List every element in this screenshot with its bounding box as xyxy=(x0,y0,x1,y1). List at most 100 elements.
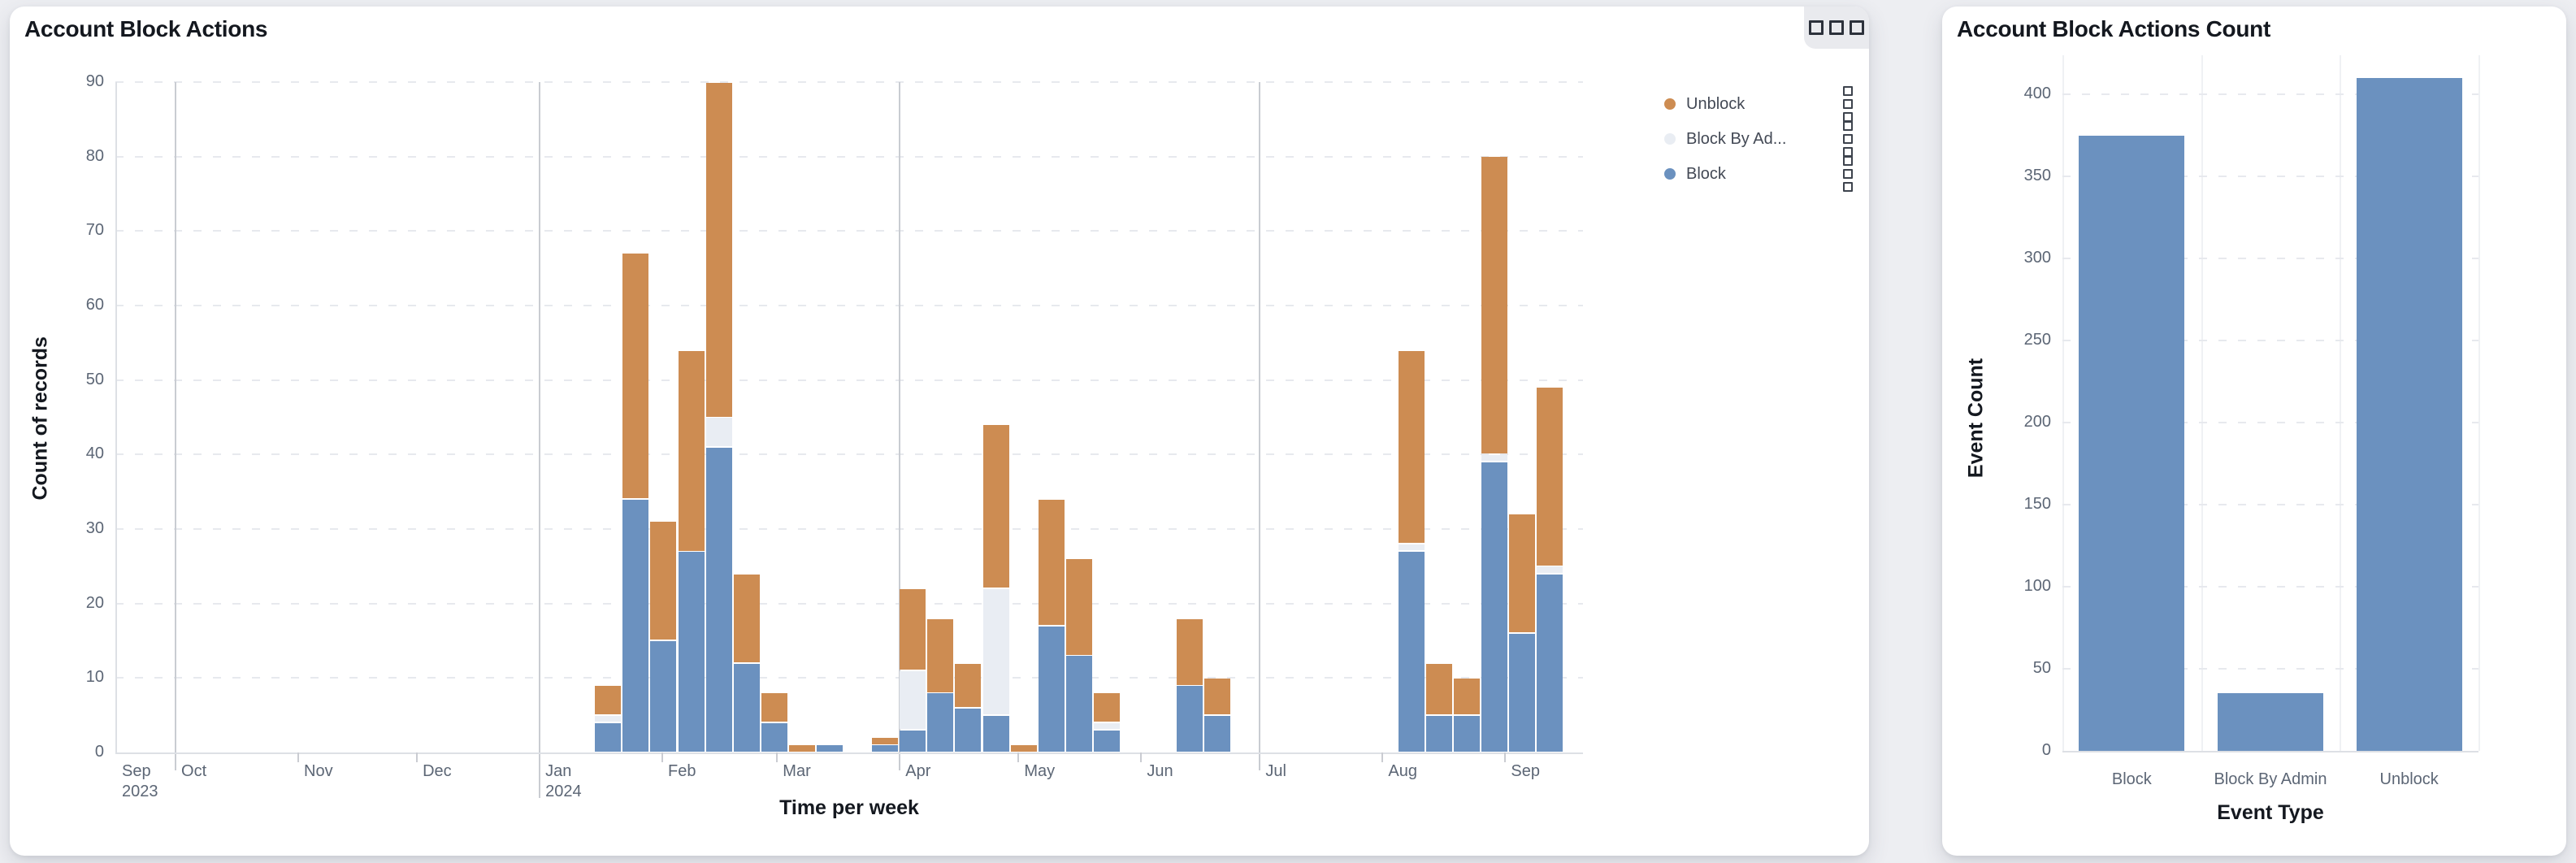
bar-segment-block[interactable] xyxy=(955,708,982,752)
bar-segment-unblock[interactable] xyxy=(1038,499,1065,626)
legend-options-icon[interactable] xyxy=(1841,119,1854,158)
bar-segment-unblock[interactable] xyxy=(761,693,787,722)
bar-segment-block[interactable] xyxy=(1425,715,1452,752)
x-axis-tick-label: Aug xyxy=(1388,762,1417,780)
grid-line-horizontal xyxy=(115,230,1583,232)
bar-segment-block[interactable] xyxy=(1177,686,1203,752)
bar-segment-unblock[interactable] xyxy=(705,82,732,417)
bar-segment-block[interactable] xyxy=(733,663,760,752)
bar-segment-unblock[interactable] xyxy=(900,588,926,670)
bar-segment-block[interactable] xyxy=(1509,633,1536,752)
bar-segment-unblock[interactable] xyxy=(1093,693,1120,722)
y-axis-tick-label: 400 xyxy=(2023,85,2051,102)
panel-menu-button[interactable] xyxy=(1804,7,1869,49)
x-axis-tick-label: Apr xyxy=(905,762,931,780)
bar-segment-block[interactable] xyxy=(1065,656,1092,752)
bar-segment-unblock[interactable] xyxy=(1398,350,1425,544)
bar-segment-unblock[interactable] xyxy=(1177,618,1203,685)
grid-line-horizontal xyxy=(115,528,1583,530)
legend-item-block[interactable]: Block xyxy=(1664,154,1854,193)
bar-segment-block[interactable] xyxy=(1454,715,1481,752)
grid-line-horizontal xyxy=(2062,93,2478,95)
grid-line-horizontal xyxy=(2062,668,2478,670)
bar-segment-block[interactable] xyxy=(1093,731,1120,752)
bar-segment-admin[interactable] xyxy=(900,670,926,730)
bar-segment-unblock[interactable] xyxy=(733,574,760,662)
bar-segment-unblock[interactable] xyxy=(678,350,705,551)
bar-segment-block[interactable] xyxy=(900,731,926,752)
bar-segment-unblock[interactable] xyxy=(982,425,1009,588)
bar-segment-block[interactable] xyxy=(622,499,649,752)
y-axis-tick-label: 100 xyxy=(2023,577,2051,595)
bar-segment-unblock[interactable] xyxy=(650,522,677,640)
three-squares-menu-icon xyxy=(1829,20,1844,35)
month-tick-mark xyxy=(1504,752,1507,762)
bar-segment-block[interactable] xyxy=(927,693,954,752)
x-axis-tick-label: Block xyxy=(2111,770,2152,788)
bar-segment-unblock[interactable] xyxy=(595,686,622,715)
month-tick-mark xyxy=(776,752,778,762)
x-axis-year-label: 2023 xyxy=(122,783,158,800)
bar-segment-unblock[interactable] xyxy=(1454,678,1481,715)
bar-segment-block[interactable] xyxy=(595,722,622,752)
y-axis-title: Count of records xyxy=(28,336,52,501)
bar-segment-block[interactable] xyxy=(1398,552,1425,752)
bar-segment-admin[interactable] xyxy=(705,418,732,447)
bar-segment-block[interactable] xyxy=(1038,626,1065,752)
legend-options-icon[interactable] xyxy=(1841,154,1854,193)
month-tick-mark xyxy=(661,752,664,762)
bar-segment-unblock[interactable] xyxy=(872,738,899,744)
legend-swatch xyxy=(1664,98,1676,110)
bar-segment-block[interactable] xyxy=(1537,574,1563,752)
y-axis-tick-label: 70 xyxy=(85,221,104,240)
bar-segment-unblock[interactable] xyxy=(622,254,649,499)
bar-segment-unblock[interactable] xyxy=(1065,559,1092,655)
three-squares-menu-icon xyxy=(1809,20,1824,35)
y-axis-tick-label: 0 xyxy=(2041,741,2051,759)
grid-line-horizontal xyxy=(2062,422,2478,423)
bar-segment-block[interactable] xyxy=(761,722,787,752)
x-axis-title: Event Type xyxy=(2217,801,2324,824)
bar-segment-unblock[interactable] xyxy=(955,663,982,707)
bar-segment-block[interactable] xyxy=(1481,462,1508,752)
bar-block[interactable] xyxy=(2079,135,2185,751)
bar-segment-unblock[interactable] xyxy=(1509,514,1536,633)
bar-segment-block[interactable] xyxy=(982,715,1009,752)
bar-segment-unblock[interactable] xyxy=(1481,157,1508,454)
bar-segment-admin[interactable] xyxy=(1398,544,1425,551)
grid-line-vertical xyxy=(2478,55,2480,751)
bar-unblock[interactable] xyxy=(2356,77,2462,751)
bar-segment-unblock[interactable] xyxy=(788,745,815,752)
bar-segment-unblock[interactable] xyxy=(1425,663,1452,715)
bar-block-by-admin[interactable] xyxy=(2218,693,2323,751)
x-axis-line xyxy=(115,752,1583,754)
bar-segment-block[interactable] xyxy=(678,552,705,752)
legend-item-block-by-admin[interactable]: Block By Ad... xyxy=(1664,119,1854,158)
legend-label: Block By Ad... xyxy=(1686,129,1787,148)
bar-segment-admin[interactable] xyxy=(1093,722,1120,730)
weekly-stacked-bar-chart: 0 10 20 30 40 50 60 70 80 90 Sep 2023 Oct Nov Dec Jan 20… xyxy=(10,7,1869,856)
bar-segment-block[interactable] xyxy=(872,745,899,752)
bar-segment-admin[interactable] xyxy=(1481,454,1508,462)
x-axis-tick-label: Mar xyxy=(783,762,811,780)
bar-segment-admin[interactable] xyxy=(595,715,622,722)
legend-options-icon[interactable] xyxy=(1841,85,1854,124)
y-axis-tick-label: 350 xyxy=(2023,167,2051,184)
bar-segment-unblock[interactable] xyxy=(1010,745,1037,752)
bar-segment-unblock[interactable] xyxy=(1537,388,1563,566)
month-tick-mark xyxy=(1140,752,1143,762)
x-axis-tick-label: Feb xyxy=(668,762,696,780)
legend-item-unblock[interactable]: Unblock xyxy=(1664,85,1854,124)
y-axis-tick-label: 0 xyxy=(94,743,104,761)
x-axis-tick-label: Unblock xyxy=(2379,770,2439,788)
bar-segment-block[interactable] xyxy=(705,447,732,752)
bar-segment-admin[interactable] xyxy=(1537,566,1563,573)
bar-segment-block[interactable] xyxy=(650,641,677,752)
bar-segment-admin[interactable] xyxy=(982,588,1009,715)
bar-segment-unblock[interactable] xyxy=(927,618,954,692)
y-axis-tick-label: 90 xyxy=(85,72,104,90)
panel-title: Account Block Actions Count xyxy=(1957,16,2270,41)
bar-segment-unblock[interactable] xyxy=(1204,678,1231,715)
bar-segment-block[interactable] xyxy=(816,745,843,752)
bar-segment-block[interactable] xyxy=(1204,715,1231,752)
